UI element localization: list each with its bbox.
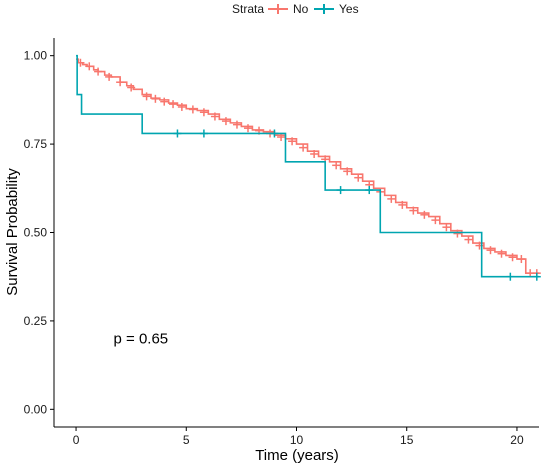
y-axis-title: Survival Probability (4, 168, 21, 296)
censor-mark-no (508, 253, 517, 262)
censor-mark-no (409, 206, 418, 215)
censor-mark-no (517, 255, 526, 264)
censor-mark-no (94, 67, 103, 76)
censor-mark-no (232, 120, 241, 129)
censor-mark-no (221, 117, 230, 126)
km-curve-no (76, 58, 539, 274)
censor-mark-no (299, 143, 308, 152)
legend-title: Strata (232, 2, 264, 16)
p-value-annotation: p = 0.65 (114, 331, 169, 348)
censor-mark-no (116, 78, 125, 87)
x-ticks: 0 5 10 15 20 (73, 427, 524, 447)
censor-mark-no (105, 72, 114, 81)
censor-mark-no (486, 246, 495, 255)
censor-mark-no (277, 133, 286, 142)
censor-mark-no (127, 83, 136, 92)
censor-mark-yes (532, 272, 541, 281)
censor-mark-no (142, 92, 151, 101)
plot-area (76, 54, 541, 281)
y-tick-label: 0.75 (24, 137, 48, 151)
km-curve-yes (76, 54, 539, 278)
censor-mark-no (420, 210, 429, 219)
censor-mark-yes (506, 272, 515, 281)
legend-item-yes: Yes (314, 2, 359, 16)
censor-mark-no (177, 102, 186, 111)
censor-mark-no (398, 200, 407, 209)
censor-mark-yes (173, 129, 182, 138)
y-tick-label: 0.50 (24, 226, 48, 240)
y-ticks: 0.00 0.25 0.50 0.75 1.00 (24, 49, 54, 416)
censor-mark-no (188, 105, 197, 114)
censor-mark-no (288, 137, 297, 146)
x-tick-label: 20 (510, 433, 524, 447)
censor-mark-no (244, 124, 252, 133)
censor-mark-no (151, 94, 160, 103)
censor-mark-no (354, 173, 363, 182)
x-tick-label: 5 (183, 433, 190, 447)
legend-label-no: No (293, 2, 309, 16)
censor-mark-no (464, 235, 473, 244)
censor-mark-no (199, 108, 208, 117)
legend-label-yes: Yes (339, 2, 359, 16)
y-tick-label: 0.00 (24, 402, 48, 416)
censor-mark-no (210, 112, 219, 121)
legend-item-no: No (268, 2, 309, 16)
x-tick-label: 10 (290, 433, 304, 447)
x-axis-title: Time (years) (255, 447, 339, 464)
censor-mark-no (442, 223, 451, 232)
censor-mark-yes (365, 186, 374, 195)
censor-mark-yes (336, 186, 345, 195)
censor-mark-yes (270, 129, 279, 138)
censor-mark-no (497, 249, 506, 258)
x-tick-label: 0 (73, 433, 80, 447)
censor-mark-no (343, 167, 352, 176)
censor-mark-no (453, 229, 462, 238)
axes: 0 5 10 15 20 0.00 0.25 0.50 0.75 1.00 (24, 38, 539, 447)
censor-mark-no (85, 62, 94, 71)
censor-mark-no (160, 97, 169, 106)
censor-mark-no (332, 161, 341, 170)
censor-mark-yes (199, 129, 208, 138)
censor-mark-no (310, 149, 319, 158)
legend: Strata No Yes (232, 2, 359, 16)
censor-mark-no (431, 216, 440, 225)
y-tick-label: 0.25 (24, 314, 48, 328)
y-tick-label: 1.00 (24, 49, 48, 63)
x-tick-label: 15 (400, 433, 414, 447)
censor-mark-no (169, 100, 178, 109)
censor-mark-no (387, 194, 396, 203)
